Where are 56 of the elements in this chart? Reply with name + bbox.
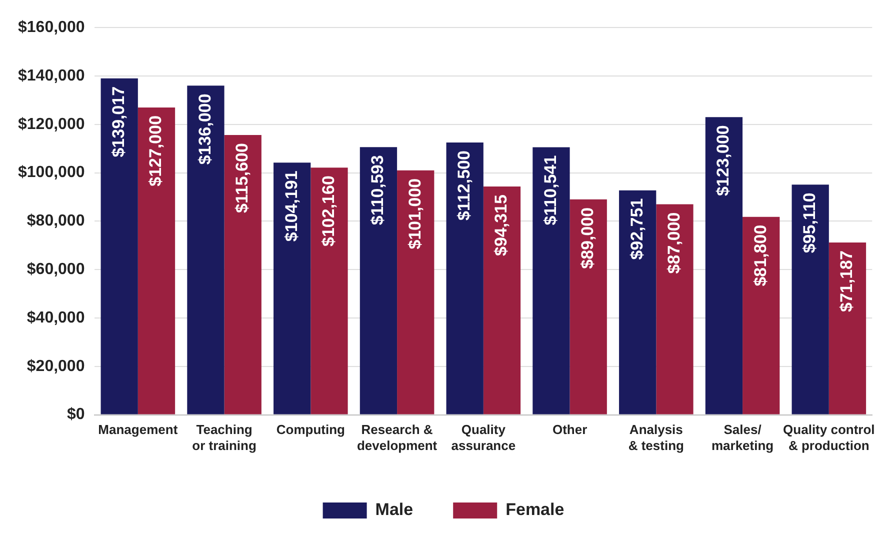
data-label: $104,191 <box>282 170 301 242</box>
bar <box>532 147 570 414</box>
y-tick-label: $80,000 <box>26 212 85 230</box>
data-label: $110,593 <box>368 155 388 226</box>
data-label: $136,000 <box>195 94 214 165</box>
bar <box>138 107 176 414</box>
x-tick-label: Sales/ marketing <box>711 422 774 453</box>
bar <box>828 242 866 414</box>
y-tick-label: $140,000 <box>18 67 85 84</box>
data-label: $92,751 <box>627 198 646 260</box>
data-label: $102,160 <box>318 176 338 246</box>
data-label: $101,000 <box>405 178 424 250</box>
bar <box>656 204 694 414</box>
x-tick-label: Quality control & production <box>783 422 875 453</box>
y-tick-label: $40,000 <box>26 309 85 326</box>
data-label: $127,000 <box>146 115 166 186</box>
bar <box>397 170 434 414</box>
bar <box>310 168 348 414</box>
y-tick-label: $0 <box>66 406 85 424</box>
bar <box>224 135 262 414</box>
y-tick-label: $60,000 <box>26 261 85 278</box>
y-tick-label: $20,000 <box>26 358 85 375</box>
bar <box>100 78 138 414</box>
x-tick-label: Teaching or training <box>192 422 256 453</box>
x-tick-label: Computing <box>276 422 346 438</box>
data-label: $94,315 <box>492 194 511 256</box>
y-tick-label: $160,000 <box>18 19 85 36</box>
data-label: $115,600 <box>232 143 252 214</box>
x-tick-label: Analysis & testing <box>628 422 684 453</box>
data-label: $81,800 <box>750 224 770 286</box>
bar <box>274 162 311 414</box>
legend-label: Female <box>506 500 564 520</box>
y-tick-label: $120,000 <box>18 116 85 133</box>
bar <box>570 199 607 414</box>
x-tick-label: Research & development <box>356 422 438 453</box>
bar <box>742 216 780 414</box>
data-label: $89,000 <box>578 207 598 269</box>
data-label: $71,187 <box>837 250 856 312</box>
x-tick-label: Management <box>98 422 178 438</box>
legend-label: Male <box>375 500 414 520</box>
data-label: $123,000 <box>714 125 733 196</box>
y-tick-label: $100,000 <box>18 164 85 182</box>
bar <box>360 147 398 414</box>
bar <box>705 117 743 414</box>
bar <box>792 184 829 414</box>
bar <box>187 86 224 414</box>
data-label: $112,500 <box>454 150 474 221</box>
data-label: $95,110 <box>800 192 820 254</box>
data-label: $139,017 <box>109 86 128 158</box>
bar <box>483 186 521 414</box>
data-label: $87,000 <box>664 212 684 274</box>
data-label: $110,541 <box>540 155 560 226</box>
bar <box>446 142 484 414</box>
bar <box>619 190 656 414</box>
x-tick-label: Quality assurance <box>451 422 516 453</box>
x-tick-label: Other <box>552 422 588 438</box>
